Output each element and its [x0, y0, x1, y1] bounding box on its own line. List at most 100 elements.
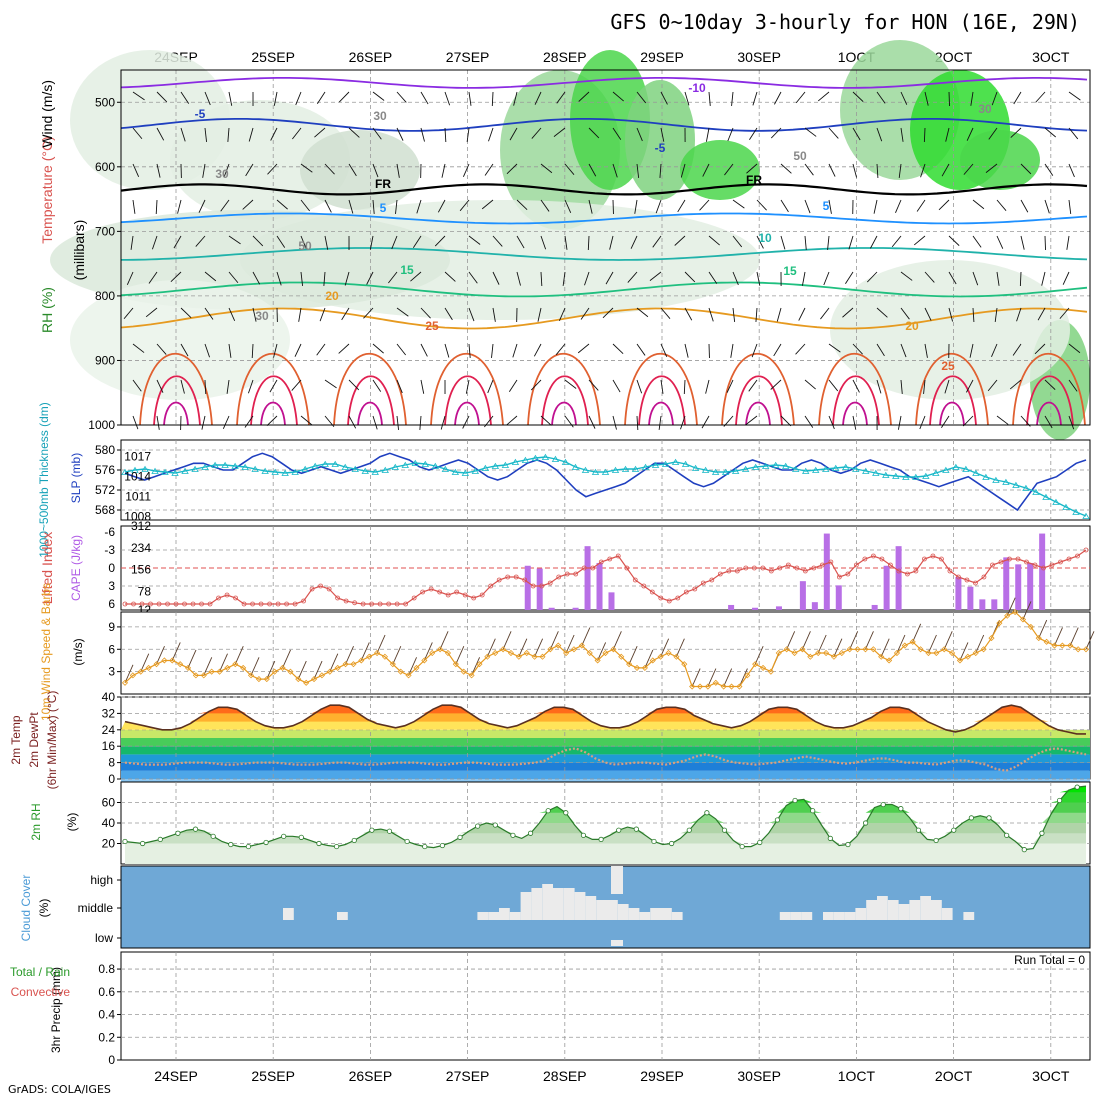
y-tick-label: 16 [102, 739, 116, 753]
wind10-marker [121, 679, 129, 686]
wind10-marker [358, 657, 365, 664]
wind-barb [242, 199, 254, 210]
y-tick-label: 600 [95, 160, 115, 174]
wind-barb [227, 127, 230, 142]
wind-barb [948, 271, 957, 285]
dewpoint-line [124, 747, 1087, 772]
li-marker [1075, 553, 1080, 559]
wind10-marker [153, 661, 160, 668]
wind-barb [1009, 379, 1022, 390]
li-marker [513, 574, 519, 580]
contour-label: 15 [400, 263, 414, 277]
wind-barb [204, 343, 210, 358]
li-marker [326, 586, 332, 592]
mid-cloud-block [607, 900, 618, 920]
wind-barb [324, 379, 337, 389]
slp-line [124, 452, 1087, 512]
wind10-marker [870, 646, 877, 653]
isotherm-30-loop [1026, 375, 1074, 426]
thickness-marker [131, 466, 139, 473]
rh-marker [827, 835, 833, 841]
cape-label: CAPE (J/kg) [69, 535, 83, 601]
wind-barb [156, 415, 160, 430]
dewpt-label: 2m DewPt [27, 712, 41, 768]
li-marker [879, 556, 885, 562]
wind-barb [708, 307, 714, 322]
wind10-barb [865, 631, 874, 650]
wind-barb [273, 343, 278, 358]
date-label-top: 2OCT [935, 49, 973, 65]
wind-barb [294, 343, 302, 357]
wind10-barb [786, 631, 796, 650]
wind-barb [636, 415, 639, 431]
wind-barb [180, 307, 192, 319]
wind-barb [828, 415, 835, 430]
thickness-marker [361, 467, 369, 474]
wind-barb [780, 199, 789, 213]
wind-barb [580, 307, 590, 320]
wind10-marker [279, 664, 286, 671]
wind-barb [660, 343, 668, 357]
thickness-marker [701, 466, 710, 473]
rh-marker [404, 838, 410, 845]
wind-barb [156, 343, 167, 355]
wind10-marker [161, 657, 168, 664]
rh-marker [915, 827, 922, 833]
mid-cloud-block [617, 904, 629, 920]
wind10-marker [1043, 638, 1050, 645]
cloud-level-label: low [95, 931, 113, 945]
thickness-marker [441, 465, 450, 472]
rh-marker [845, 841, 851, 848]
y-tick-label: 900 [95, 353, 115, 367]
wind-barb [876, 307, 888, 318]
rh-legend-label: RH (%) [39, 287, 55, 333]
wind-barb [396, 343, 407, 356]
wind-barb [201, 415, 206, 430]
wind-barb [564, 163, 575, 176]
wind-barb [817, 91, 830, 102]
isotherm-15 [120, 281, 1088, 298]
contour-label: 30 [215, 167, 229, 181]
contour-label: 25 [941, 359, 955, 373]
li-marker [836, 574, 842, 580]
wind10-barb [439, 631, 449, 650]
li-tick-label: -6 [104, 525, 115, 539]
mid-cloud-block [909, 900, 921, 920]
isotherm-35-loop [745, 401, 771, 426]
rh-marker [439, 842, 445, 849]
wind-barb [300, 199, 311, 212]
wind-barb [804, 415, 814, 428]
mid-cloud-block [628, 908, 640, 920]
thickness-marker [411, 459, 420, 466]
li-marker [505, 574, 511, 580]
wind10-marker [476, 661, 483, 668]
wind-barb [444, 343, 450, 358]
isotherm-30-loop [153, 375, 201, 426]
li-marker [785, 562, 791, 568]
rh-shade-blob [70, 280, 290, 400]
wind-barb [660, 127, 665, 142]
isotherm-35-loop [551, 401, 577, 426]
li-marker [768, 568, 774, 574]
wind10-marker [602, 649, 609, 657]
axis-labels: RH (%) Temperature (°C) Wind (m/s) (mill… [9, 80, 87, 1053]
wind-barb [148, 271, 158, 284]
wind-barb [828, 163, 836, 177]
wind10-marker [878, 653, 885, 660]
wind-barb [828, 343, 841, 353]
thickness-marker [1072, 508, 1080, 515]
wind10-barb [392, 645, 402, 665]
wind-barb [962, 415, 974, 427]
wind-barb [891, 235, 902, 248]
wind10-marker [137, 668, 144, 675]
wind10-barb [802, 631, 811, 650]
wind-barb [1044, 379, 1056, 390]
li-line [125, 549, 1087, 605]
wind-barb [132, 199, 136, 214]
wind10-marker [956, 657, 964, 664]
thickness-marker [842, 463, 850, 470]
wind-barb [627, 271, 638, 283]
li-marker [148, 601, 153, 607]
li-marker [1041, 565, 1046, 571]
wind-barb [845, 271, 854, 285]
